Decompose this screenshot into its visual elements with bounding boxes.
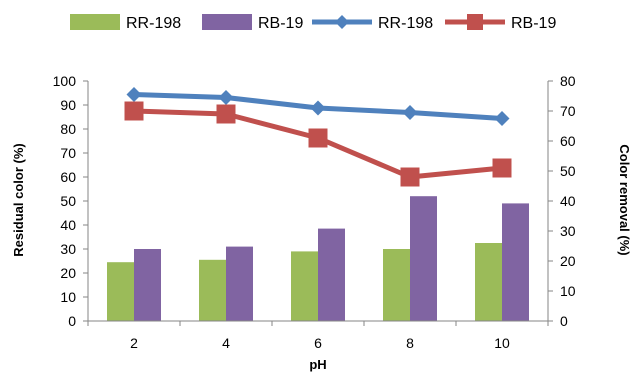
point-rb-19-4	[216, 104, 236, 124]
legend-label-rb-19: RB-19	[511, 15, 556, 32]
bar-rb-19-4	[226, 246, 253, 321]
legend: RR-198 RB-19 RR-198 RB-19	[70, 14, 556, 32]
y-tick-label: 50	[60, 193, 76, 209]
y-tick-label: 30	[60, 241, 76, 257]
legend-marker-rb-19	[467, 14, 483, 30]
bar-rb-19-8	[410, 196, 437, 321]
y-tick-label: 60	[60, 169, 76, 185]
y2-tick-label: 60	[560, 133, 576, 149]
y-tick-label: 100	[53, 73, 77, 89]
legend-label-rr-198: RR-198	[126, 15, 181, 32]
y2-tick-label: 40	[560, 193, 576, 209]
x-tick-label: 6	[314, 335, 322, 351]
point-rb-19-6	[308, 128, 328, 148]
y2-tick-label: 70	[560, 103, 576, 119]
bar-rr-198-6	[291, 251, 318, 321]
legend-label-rr-198: RR-198	[378, 15, 433, 32]
legend-marker-rr-198	[335, 15, 349, 29]
y-tick-label: 40	[60, 217, 76, 233]
x-tick-label: 8	[406, 335, 414, 351]
y-tick-label: 90	[60, 97, 76, 113]
y2-tick-label: 30	[560, 223, 576, 239]
x-tick-label: 2	[130, 335, 138, 351]
point-rr-198-6	[310, 100, 326, 116]
y2-axis-title: Color removal (%)	[617, 144, 632, 255]
y-tick-label: 0	[68, 313, 76, 329]
legend-swatch-rb-19	[202, 14, 252, 30]
y2-tick-label: 50	[560, 163, 576, 179]
bar-rb-19-2	[134, 249, 161, 321]
y2-tick-label: 0	[560, 313, 568, 329]
legend-swatch-rr-198	[70, 14, 120, 30]
point-rr-198-4	[218, 90, 234, 105]
point-rr-198-10	[494, 111, 510, 126]
point-rb-19-2	[124, 101, 144, 121]
x-tick-label: 4	[222, 335, 230, 351]
y2-tick-label: 10	[560, 283, 576, 299]
axes: 0 10 20 30 40 50 60 70 80 90 100 0 10 20 30 40 50 60 70 80 2…	[53, 73, 576, 351]
bar-rr-198-4	[199, 259, 226, 321]
point-rb-19-10	[492, 158, 512, 178]
bars	[107, 196, 529, 321]
legend-label-rb-19: RB-19	[258, 15, 303, 32]
y2-tick-label: 80	[560, 73, 576, 89]
y-tick-label: 20	[60, 265, 76, 281]
y-tick-label: 80	[60, 121, 76, 137]
bar-rr-198-10	[475, 243, 502, 321]
bar-rb-19-10	[502, 203, 529, 321]
y2-tick-label: 20	[560, 253, 576, 269]
bar-rr-198-8	[383, 249, 410, 321]
y-axis-title: Residual color (%)	[11, 143, 26, 256]
y-tick-label: 10	[60, 289, 76, 305]
point-rr-198-2	[126, 87, 142, 102]
point-rr-198-8	[402, 105, 418, 120]
bar-rb-19-6	[318, 228, 345, 321]
x-axis-title: pH	[309, 357, 326, 372]
x-tick-label: 10	[494, 335, 510, 351]
lines	[124, 87, 512, 187]
point-rb-19-8	[400, 167, 420, 187]
bar-rr-198-2	[107, 262, 134, 321]
y-tick-label: 70	[60, 145, 76, 161]
